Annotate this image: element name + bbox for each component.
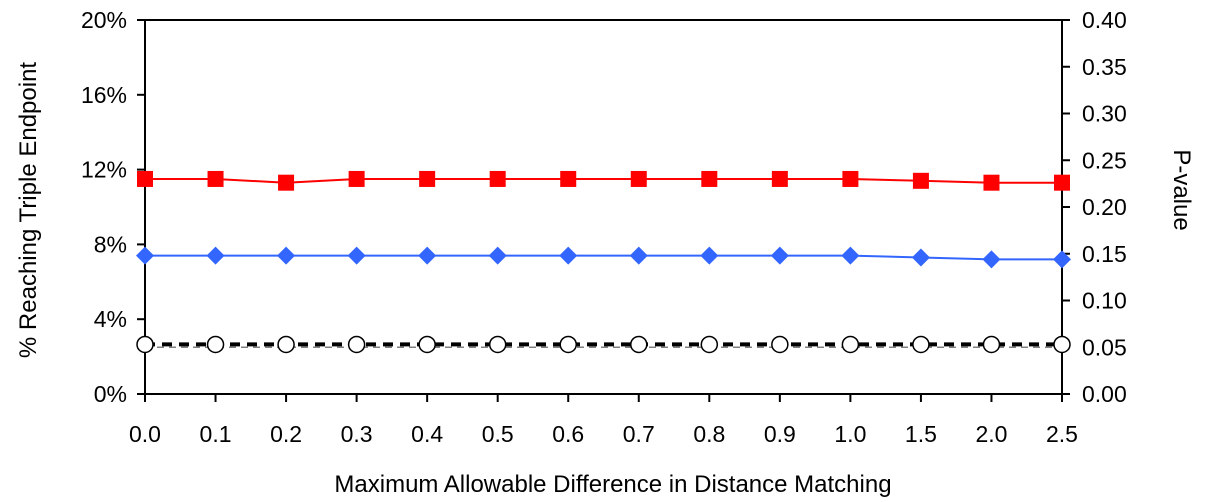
x-tick-label: 0.4 [411, 421, 443, 447]
data-point-diamond [982, 250, 1001, 269]
data-point-diamond [841, 246, 860, 265]
x-tick-label: 0.9 [764, 421, 796, 447]
data-point-diamond [629, 246, 648, 265]
y-axis-title-left: % Reaching Triple Endpoint [15, 62, 42, 359]
data-point-circle [206, 335, 225, 354]
y-left-tick-label: 4% [94, 306, 127, 332]
x-tick-label: 0.7 [623, 421, 655, 447]
y-right-tick-label: 0.25 [1082, 147, 1127, 173]
data-point-square [560, 170, 577, 187]
x-axis-title: Maximum Allowable Difference in Distance… [334, 471, 891, 498]
x-tick-label: 0.1 [200, 421, 232, 447]
data-point-diamond [559, 246, 578, 265]
data-point-circle [347, 335, 366, 354]
data-point-circle [771, 335, 789, 354]
y-right-tick-label: 0.15 [1082, 241, 1127, 267]
data-point-circle [136, 335, 154, 354]
data-point-square [137, 170, 153, 187]
y-left-tick-label: 12% [81, 157, 127, 183]
data-point-square [701, 170, 718, 187]
data-point-circle [418, 335, 436, 354]
data-point-square [278, 174, 295, 191]
series-line [145, 178, 1062, 184]
y-left-tick-label: 8% [94, 231, 127, 257]
data-point-diamond [136, 246, 154, 265]
y-axis-title-right: P-value [1168, 149, 1195, 230]
x-tick-label: 0.3 [341, 421, 373, 447]
x-tick-label: 0.2 [270, 421, 302, 447]
data-point-square [771, 170, 788, 187]
y-right-tick-label: 0.05 [1082, 334, 1127, 360]
y-right-tick-label: 0.10 [1082, 288, 1127, 314]
x-tick-label: 0.5 [482, 421, 514, 447]
data-point-square [912, 172, 929, 189]
data-point-circle [630, 335, 648, 354]
y-right-tick-label: 0.35 [1082, 54, 1127, 80]
x-tick-label: 2.5 [1046, 421, 1078, 447]
data-point-diamond [488, 246, 507, 265]
y-right-tick-label: 0.30 [1082, 101, 1127, 127]
data-point-circle [488, 335, 507, 354]
data-point-diamond [418, 246, 437, 265]
data-point-diamond [700, 246, 719, 265]
data-point-diamond [277, 246, 296, 265]
data-point-circle [912, 335, 930, 354]
series-line [145, 254, 1062, 261]
data-point-square [419, 170, 436, 187]
data-point-circle [982, 335, 1001, 354]
data-point-square [983, 174, 1000, 191]
x-tick-label: 0.6 [552, 421, 584, 447]
data-point-circle [700, 335, 719, 354]
data-point-square [489, 170, 506, 187]
data-point-diamond [347, 246, 366, 265]
y-left-tick-label: 16% [81, 82, 127, 108]
x-tick-label: 0.0 [129, 421, 161, 447]
data-point-square [630, 170, 647, 187]
x-tick-label: 0.8 [693, 421, 725, 447]
data-point-square [348, 170, 365, 187]
data-point-diamond [206, 246, 225, 265]
data-point-square [207, 170, 224, 187]
data-point-circle [277, 335, 295, 354]
data-point-diamond [770, 246, 789, 265]
x-tick-label: 1.5 [905, 421, 937, 447]
data-point-diamond [1053, 250, 1071, 269]
y-left-tick-label: 20% [81, 7, 127, 33]
data-point-square [1054, 174, 1070, 191]
data-point-diamond [911, 248, 930, 267]
data-point-circle [559, 335, 577, 354]
plot-area: 0% 4% 8% 12% 16% 20% 0.00 0.05 0.10 0.15 0.20 0.25 0… [81, 7, 1127, 447]
x-tick-label: 1.0 [834, 421, 866, 447]
y-right-tick-label: 0.20 [1082, 194, 1127, 220]
data-point-circle [1053, 335, 1071, 354]
data-point-square [842, 170, 859, 187]
data-point-circle [841, 335, 860, 354]
x-tick-label: 2.0 [975, 421, 1007, 447]
y-left-tick-label: 0% [94, 381, 127, 407]
y-right-tick-label: 0.00 [1082, 381, 1127, 407]
y-right-tick-label: 0.40 [1082, 7, 1127, 33]
